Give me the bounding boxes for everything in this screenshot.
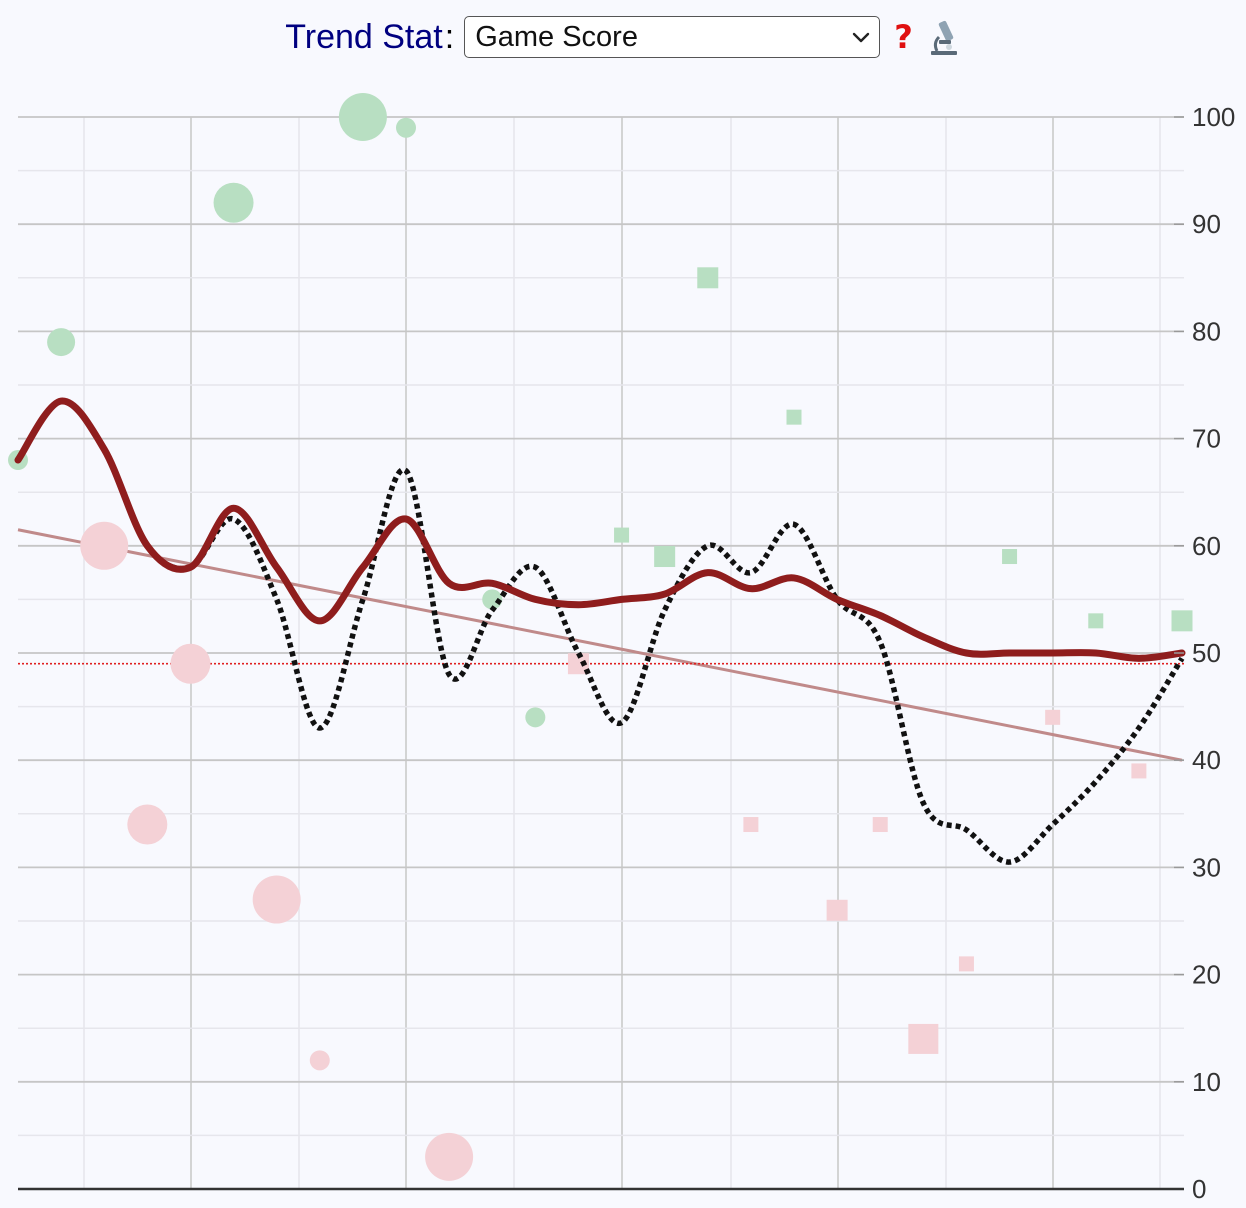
data-point-win [697, 267, 719, 289]
data-point-loss [567, 653, 589, 675]
data-point-win [1002, 549, 1018, 565]
y-tick-label: 40 [1192, 745, 1221, 775]
data-point-loss [1131, 763, 1147, 779]
points-layer [8, 93, 1193, 1181]
data-point-loss [127, 804, 168, 845]
data-point-loss [1045, 709, 1061, 725]
data-point-win [525, 707, 546, 728]
regression-layer [17, 528, 1183, 762]
data-point-loss [872, 817, 888, 833]
data-point-loss [252, 875, 301, 924]
trend-stat-toolbar: Trend Stat : Game Score ? [0, 14, 1246, 60]
data-point-win [482, 589, 503, 610]
y-tick-label: 30 [1192, 852, 1221, 882]
rolling-average-line [15, 398, 1185, 865]
data-point-win [1088, 613, 1104, 629]
trend-stat-selected-value: Game Score [475, 20, 638, 53]
microscope-icon[interactable] [927, 17, 961, 57]
y-tick-label: 90 [1192, 209, 1221, 239]
data-point-win [213, 182, 254, 223]
cumulative-average-line [14, 397, 1186, 662]
data-point-loss [908, 1023, 939, 1054]
data-point-loss [309, 1050, 330, 1071]
lines-layer [14, 397, 1186, 865]
data-point-win [47, 328, 76, 357]
y-tick-label: 100 [1192, 102, 1235, 132]
chart-grid [18, 116, 1184, 1189]
data-point-win [614, 527, 630, 543]
trend-stat-colon: : [444, 17, 455, 56]
data-point-win [654, 546, 676, 568]
data-point-loss [80, 521, 129, 570]
y-tick-label: 20 [1192, 960, 1221, 990]
y-tick-label: 80 [1192, 316, 1221, 346]
data-point-loss [743, 817, 759, 833]
chevron-down-icon [852, 32, 870, 43]
trend-stat-select[interactable]: Game Score [464, 16, 881, 58]
y-tick-label: 50 [1192, 638, 1221, 668]
data-point-win [338, 93, 387, 141]
regression-line [17, 528, 1183, 762]
data-point-win [786, 409, 802, 425]
question-icon[interactable]: ? [894, 18, 913, 56]
data-point-win [1171, 610, 1193, 632]
data-point-win [396, 117, 416, 138]
data-point-loss [958, 956, 974, 972]
y-tick-label: 10 [1192, 1067, 1221, 1097]
y-tick-label: 60 [1192, 531, 1221, 561]
trend-stat-label: Trend Stat [285, 17, 443, 56]
y-axis: 0 10 20 30 40 50 60 70 80 90 100 [18, 102, 1235, 1204]
y-tick-label: 0 [1192, 1174, 1206, 1204]
y-tick-label: 70 [1192, 424, 1221, 454]
data-point-loss [425, 1132, 474, 1181]
data-point-loss [170, 643, 211, 684]
data-point-loss [826, 899, 848, 921]
